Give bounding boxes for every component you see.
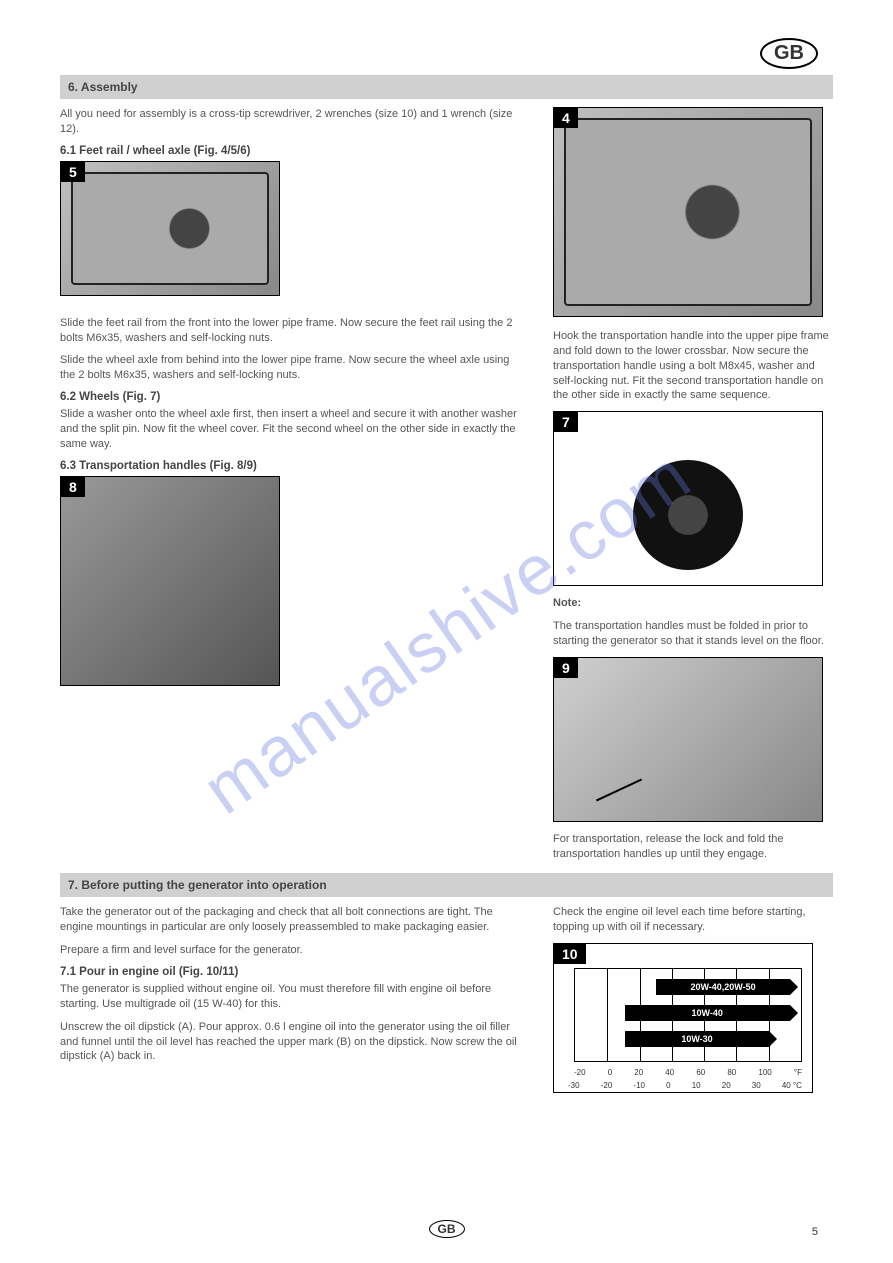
axis-tick-f: 100 bbox=[758, 1068, 771, 1077]
para-intro: All you need for assembly is a cross-tip… bbox=[60, 107, 523, 137]
axis-tick-f: 0 bbox=[608, 1068, 612, 1077]
country-badge-top: GB bbox=[760, 38, 818, 69]
oil-chart-grid: 20W-40,20W-50 10W-40 10W-30 bbox=[574, 968, 802, 1062]
para-feet-rail-1: Slide the feet rail from the front into … bbox=[60, 316, 523, 346]
para-oil-3: Check the engine oil level each time bef… bbox=[553, 905, 833, 935]
content-area: 6. Assembly All you need for assembly is… bbox=[60, 75, 833, 1093]
figure-7: 7 bbox=[553, 411, 823, 586]
figure-4-number: 4 bbox=[554, 108, 578, 128]
para-op-1: Take the generator out of the packaging … bbox=[60, 905, 523, 935]
para-handles-4: For transportation, release the lock and… bbox=[553, 832, 833, 862]
figure-5: 5 bbox=[60, 161, 280, 296]
axis-tick-c: -30 bbox=[568, 1081, 580, 1090]
country-badge-bottom: GB bbox=[429, 1220, 465, 1238]
axis-tick-f: °F bbox=[794, 1068, 802, 1077]
para-oil-1: The generator is supplied without engine… bbox=[60, 982, 523, 1012]
axis-tick-f: 60 bbox=[696, 1068, 705, 1077]
pointer-arrow-icon bbox=[596, 778, 642, 801]
subsection-handles: 6.3 Transportation handles (Fig. 8/9) bbox=[60, 460, 523, 472]
row-2: Take the generator out of the packaging … bbox=[60, 905, 833, 1093]
para-handles-3: The transportation handles must be folde… bbox=[553, 619, 833, 649]
figure-10-number: 10 bbox=[554, 944, 586, 964]
page-number: 5 bbox=[812, 1226, 818, 1238]
oil-axis-celsius: -30 -20 -10 0 10 20 30 40 °C bbox=[568, 1081, 802, 1090]
row-1: All you need for assembly is a cross-tip… bbox=[60, 107, 833, 869]
figure-5-number: 5 bbox=[61, 162, 85, 182]
figure-10-oil-chart: 10 20W-40,20W-50 10W-40 10W-30 -20 0 20 40 60 8… bbox=[553, 943, 813, 1093]
page-footer: GB bbox=[0, 1220, 893, 1238]
axis-tick-c: 10 bbox=[692, 1081, 701, 1090]
figure-8: 8 bbox=[60, 476, 280, 686]
oil-axis-fahrenheit: -20 0 20 40 60 80 100 °F bbox=[574, 1068, 802, 1077]
figure-4: 4 bbox=[553, 107, 823, 317]
figure-9: 9 bbox=[553, 657, 823, 822]
subsection-engine-oil: 7.1 Pour in engine oil (Fig. 10/11) bbox=[60, 966, 523, 978]
para-op-2: Prepare a firm and level surface for the… bbox=[60, 943, 523, 958]
axis-tick-f: 80 bbox=[727, 1068, 736, 1077]
figure-9-number: 9 bbox=[554, 658, 578, 678]
axis-tick-c: 40 °C bbox=[782, 1081, 802, 1090]
para-handles-1: Hook the transportation handle into the … bbox=[553, 329, 833, 403]
oil-bar: 10W-30 bbox=[625, 1031, 770, 1047]
para-oil-2: Unscrew the oil dipstick (A). Pour appro… bbox=[60, 1020, 523, 1065]
axis-tick-f: -20 bbox=[574, 1068, 586, 1077]
para-feet-rail-2: Slide the wheel axle from behind into th… bbox=[60, 353, 523, 383]
axis-tick-f: 20 bbox=[634, 1068, 643, 1077]
subsection-wheels: 6.2 Wheels (Fig. 7) bbox=[60, 391, 523, 403]
axis-tick-c: 20 bbox=[722, 1081, 731, 1090]
subsection-feet-rail: 6.1 Feet rail / wheel axle (Fig. 4/5/6) bbox=[60, 145, 523, 157]
figure-8-number: 8 bbox=[61, 477, 85, 497]
figure-7-number: 7 bbox=[554, 412, 578, 432]
section-bar-operation: 7. Before putting the generator into ope… bbox=[60, 873, 833, 897]
axis-tick-c: -20 bbox=[601, 1081, 613, 1090]
oil-bar: 10W-40 bbox=[625, 1005, 790, 1021]
oil-bar: 20W-40,20W-50 bbox=[656, 979, 789, 995]
grid-vline bbox=[607, 969, 608, 1061]
axis-tick-c: 0 bbox=[666, 1081, 670, 1090]
axis-tick-c: -10 bbox=[633, 1081, 645, 1090]
para-wheels-1: Slide a washer onto the wheel axle first… bbox=[60, 407, 523, 452]
section-bar-assembly: 6. Assembly bbox=[60, 75, 833, 99]
arrow-icon bbox=[199, 257, 259, 265]
para-note-label: Note: bbox=[553, 596, 833, 611]
axis-tick-c: 30 bbox=[752, 1081, 761, 1090]
axis-tick-f: 40 bbox=[665, 1068, 674, 1077]
